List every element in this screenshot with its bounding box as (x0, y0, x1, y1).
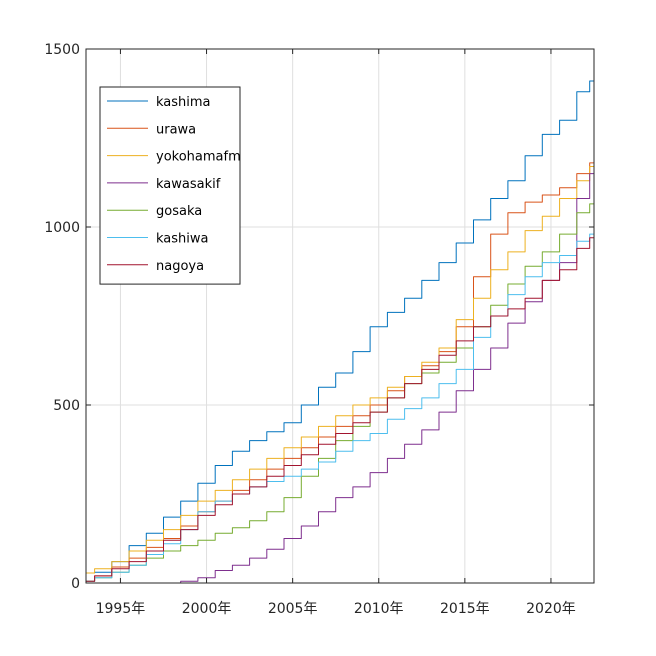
x-tick-label: 2010年 (354, 601, 404, 617)
legend-label-urawa: urawa (156, 122, 196, 137)
legend-label-kawasakif: kawasakif (156, 177, 221, 192)
legend-label-nagoya: nagoya (156, 259, 204, 274)
plot-frame (85, 48, 595, 584)
series-line-yokohamafm (86, 166, 594, 574)
series-line-kawasakif (86, 173, 594, 584)
y-tick-label: 500 (53, 398, 80, 414)
y-tick-label: 1500 (44, 42, 80, 58)
y-tick-label: 1000 (44, 220, 80, 236)
legend-label-yokohamafm: yokohamafm (156, 150, 241, 165)
x-tick-label: 2000年 (182, 601, 232, 617)
series-line-gosaka (86, 203, 594, 582)
series-line-nagoya (86, 237, 594, 582)
axis-ticks (86, 48, 594, 584)
series-lines (86, 80, 594, 584)
legend-label-gosaka: gosaka (156, 204, 202, 219)
x-tick-label: 2015年 (440, 601, 490, 617)
series-line-kashima (86, 80, 594, 574)
axis-tick-labels: 1995年 2000年 2005年 2010年 2015年 2020年 0 500 1000 15… (44, 42, 575, 617)
series-line-urawa (86, 162, 594, 582)
legend-label-kashima: kashima (156, 95, 211, 110)
y-tick-label: 0 (71, 576, 80, 592)
legend: kashima urawa yokohamafm kawasakif gosaka kas… (99, 86, 241, 285)
legend-label-kashiwa: kashiwa (156, 232, 209, 247)
x-tick-label: 2005年 (268, 601, 318, 617)
x-tick-label: 1995年 (96, 601, 146, 617)
series-line-kashiwa (86, 233, 594, 582)
legend-box (99, 86, 241, 285)
x-tick-label: 2020年 (526, 601, 576, 617)
